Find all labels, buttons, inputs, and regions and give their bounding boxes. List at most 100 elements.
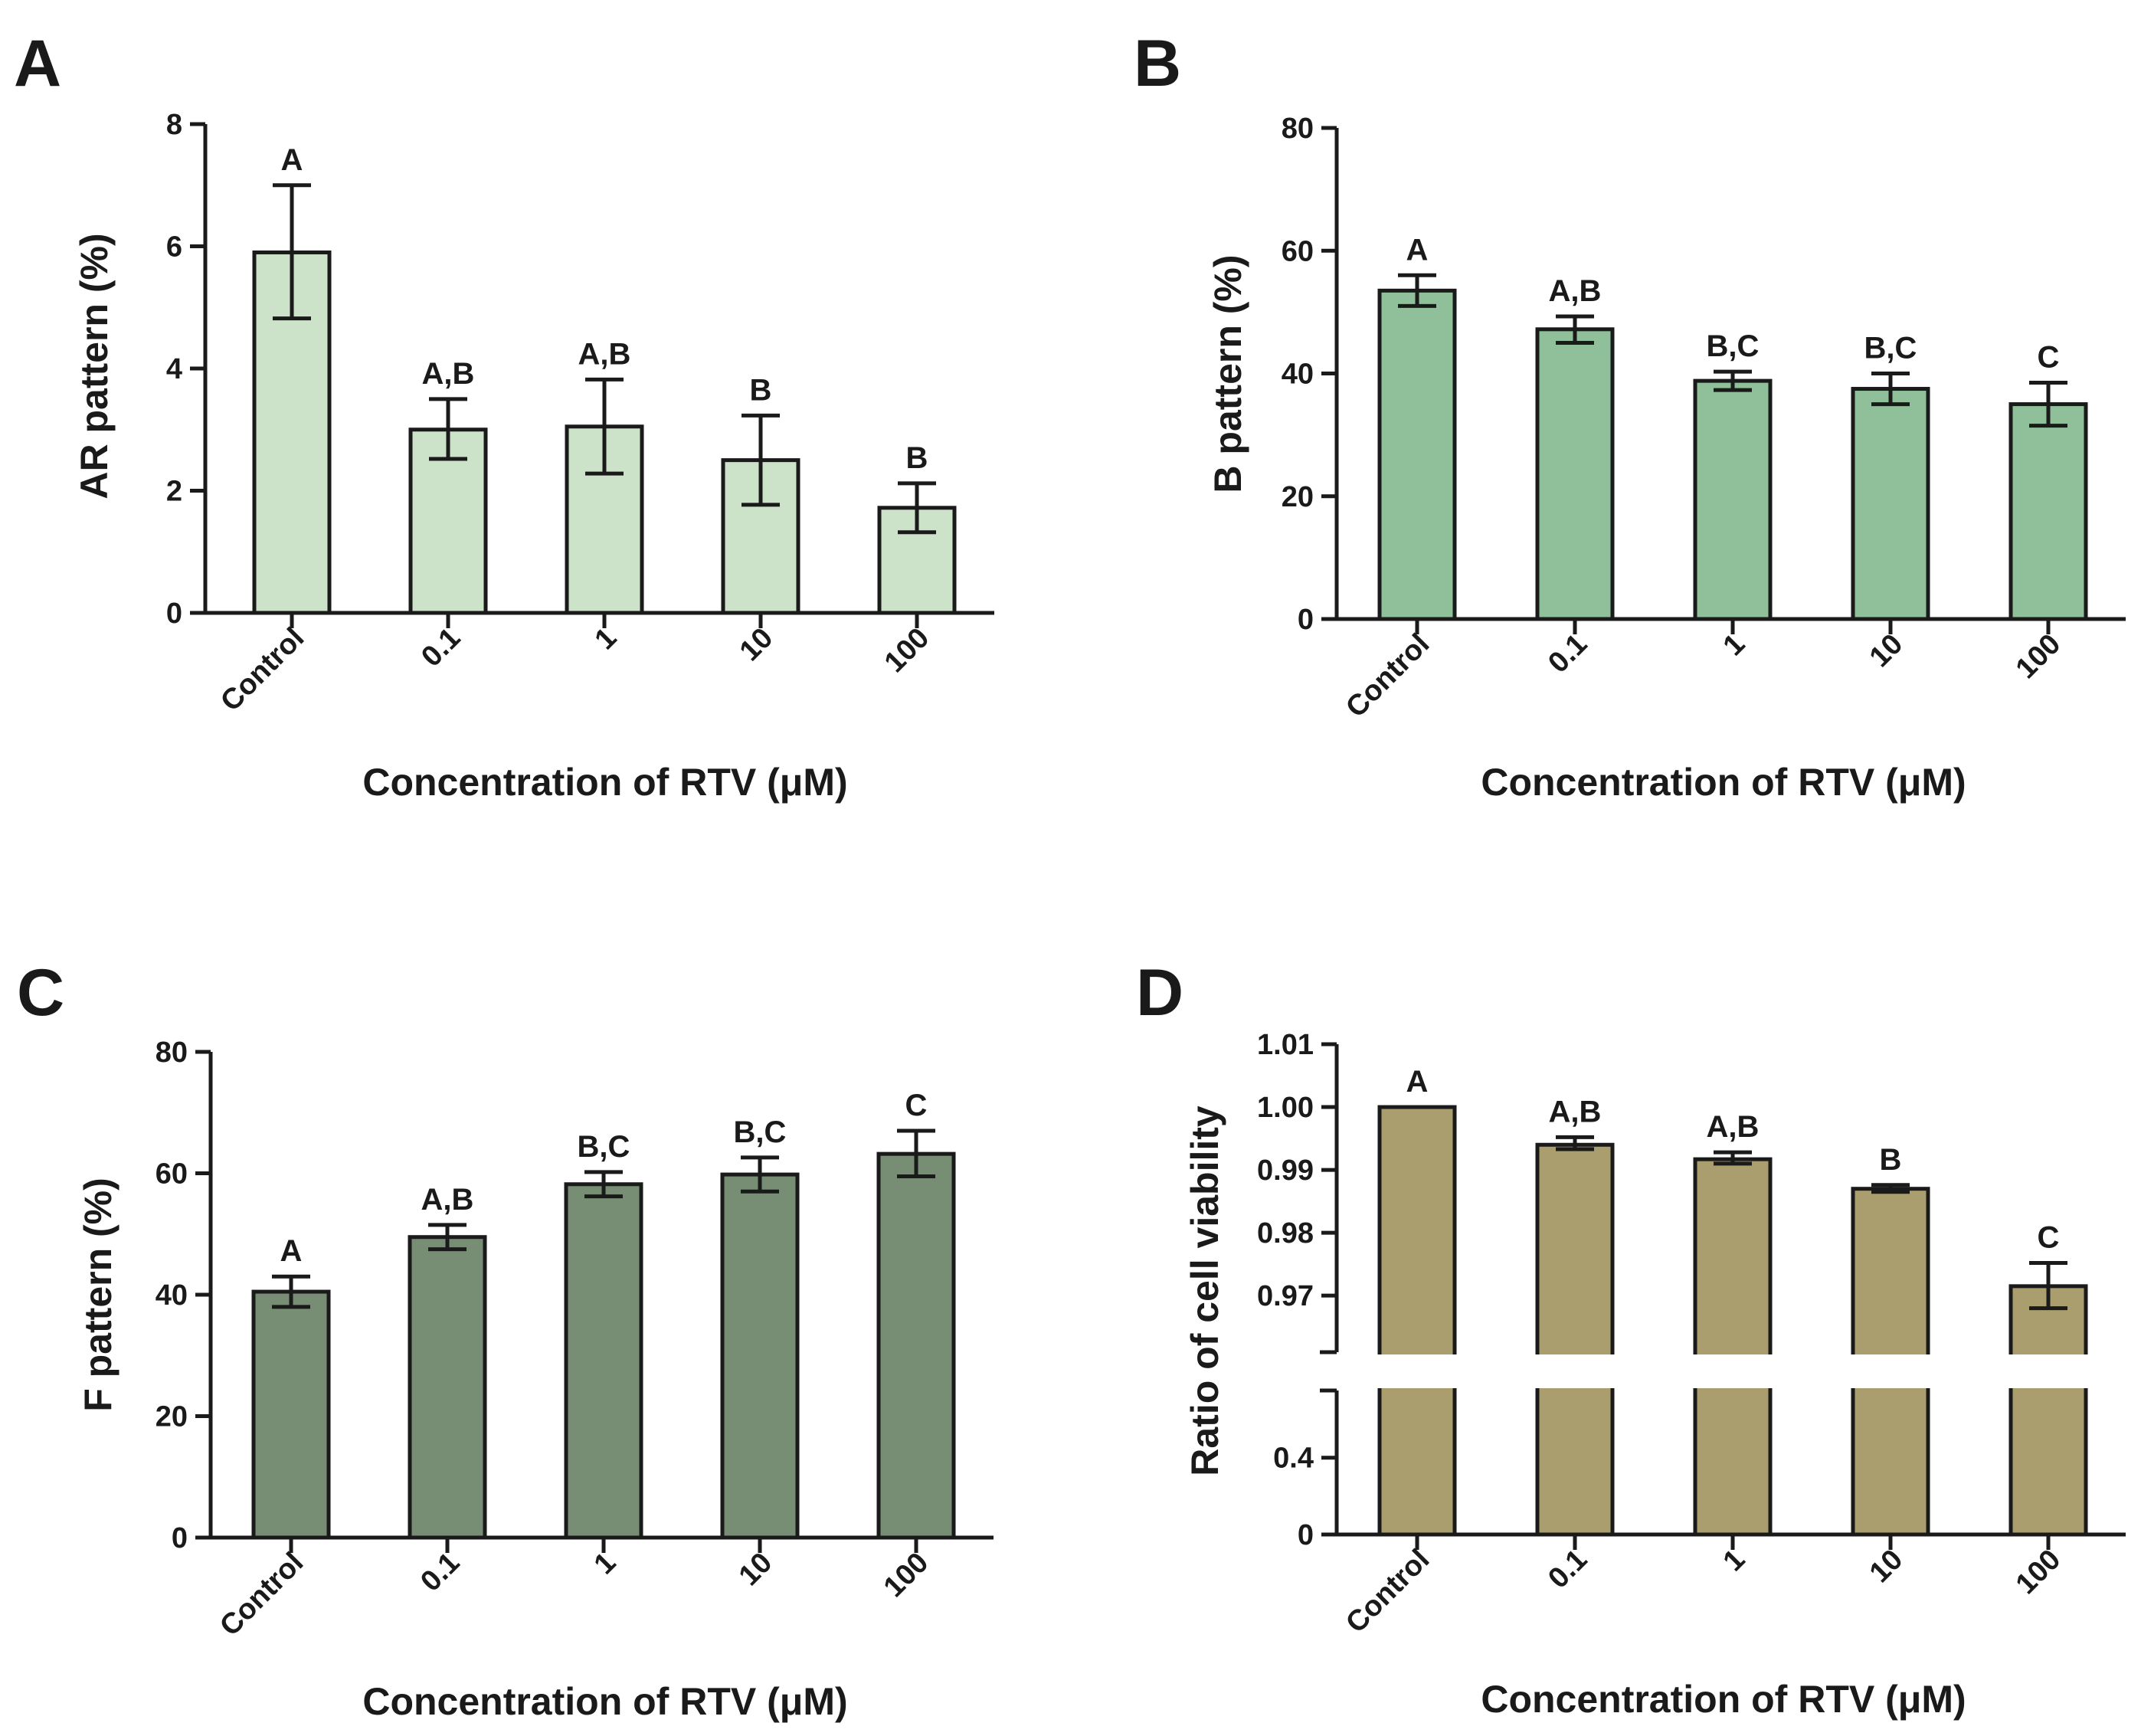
panel-c-significance-1: A,B — [421, 1183, 474, 1217]
panel-c-bar-4 — [876, 1151, 956, 1540]
panel-d-y-tick-label-upper-2: 0.99 — [1257, 1155, 1314, 1187]
panel-a-error-bar-1 — [429, 397, 467, 461]
panel-a-bar-3 — [721, 458, 800, 615]
panel-d-x-tick-label-0: Control — [1340, 1544, 1436, 1639]
panel-d-letter: D — [1136, 956, 1183, 1030]
panel-b-significance-1: A,B — [1549, 274, 1602, 308]
panel-c-error-bar-0 — [272, 1274, 310, 1309]
panel-c-x-tick-label-4: 100 — [878, 1547, 935, 1604]
panel-c-significance-2: B,C — [578, 1130, 630, 1164]
panel-b-error-bar-2 — [1714, 369, 1752, 392]
panel-d-y-tick-label-upper-1: 0.98 — [1257, 1217, 1314, 1250]
panel-c-significance-3: B,C — [734, 1115, 787, 1149]
panel-d-significance-3: B — [1880, 1143, 1902, 1177]
panel-c-x-tick-label-1: 0.1 — [414, 1547, 466, 1598]
panel-a-x-axis-title: Concentration of RTV (μM) — [362, 761, 847, 804]
panel-a-error-bar-0 — [273, 183, 311, 321]
panel-a-y-tick-label-4: 8 — [166, 109, 182, 141]
panel-c-letter: C — [17, 956, 64, 1030]
panel-d-bar-2 — [1693, 1157, 1773, 1537]
panel-d-x-axis-title: Concentration of RTV (μM) — [1481, 1678, 1966, 1721]
panel-b-bar-2 — [1693, 378, 1773, 621]
panel-b-bar-3 — [1851, 387, 1930, 621]
panel-a-y-axis-title: AR pattern (%) — [73, 233, 116, 499]
panel-a-error-bar-4 — [898, 481, 936, 535]
panel-c-bar-0 — [251, 1289, 331, 1540]
panel-c-bar-2 — [564, 1182, 643, 1540]
panel-a-significance-3: B — [750, 373, 772, 407]
panel-b-x-tick-label-1: 0.1 — [1542, 628, 1593, 680]
panel-d-significance-4: C — [2038, 1221, 2060, 1255]
panel-a-significance-4: B — [906, 441, 928, 475]
panel-b-bar-4 — [2008, 402, 2088, 621]
panel-c-x-axis-title: Concentration of RTV (μM) — [362, 1680, 847, 1723]
panel-b-error-bar-1 — [1556, 314, 1594, 345]
panel-d-x-tick-label-4: 100 — [2010, 1544, 2067, 1601]
panel-b-significance-0: A — [1406, 233, 1429, 267]
panel-a-significance-2: A,B — [578, 337, 631, 371]
panel-d-y-axis-title: Ratio of cell viability — [1183, 1105, 1226, 1476]
panel-b-y-tick-label-0: 0 — [1298, 604, 1314, 636]
panel-a-y-tick-label-3: 6 — [166, 231, 182, 264]
panel-c-error-bar-1 — [428, 1223, 467, 1252]
panel-d-significance-0: A — [1406, 1065, 1429, 1099]
panel-d-error-bar-4 — [2029, 1261, 2067, 1311]
panel-d-y-tick-label-lower-1: 0.4 — [1273, 1443, 1314, 1475]
panel-a-y-tick-label-1: 2 — [166, 476, 182, 508]
panel-d-axis-break-gap — [1314, 1354, 2133, 1388]
panel-a-significance-1: A,B — [422, 357, 475, 391]
panel-d-x-tick-label-3: 10 — [1864, 1544, 1910, 1590]
panel-d-bar-0 — [1377, 1105, 1457, 1537]
panel-c-y-tick-label-0: 0 — [172, 1522, 188, 1554]
panel-b-error-bar-3 — [1871, 372, 1910, 407]
panel-b-significance-4: C — [2038, 341, 2060, 375]
panel-b-significance-2: B,C — [1707, 329, 1760, 363]
panel-b-y-axis-title: B pattern (%) — [1206, 254, 1249, 493]
panel-b-bar-0 — [1377, 288, 1457, 621]
panel-c-x-tick-label-0: Control — [214, 1547, 309, 1643]
panel-a-x-tick-label-1: 0.1 — [415, 622, 467, 673]
panel-b-x-axis-title: Concentration of RTV (μM) — [1481, 761, 1966, 804]
panel-d-y-tick-label-lower-0: 0 — [1298, 1519, 1314, 1551]
panel-b-error-bar-0 — [1398, 273, 1436, 308]
panel-b-x-tick-label-3: 10 — [1864, 628, 1910, 674]
panel-d-error-bar-1 — [1556, 1135, 1594, 1151]
panel-d: D A A,B A,B B C 0 0.4 0.97 0.98 0.99 1.00 1.01 Contro… — [1136, 956, 2133, 1721]
panel-c-y-tick-label-2: 40 — [156, 1279, 188, 1312]
panel-a-x-tick-label-4: 100 — [879, 622, 936, 680]
panel-b-x-tick-label-0: Control — [1340, 628, 1436, 724]
panel-c-bar-1 — [408, 1235, 487, 1540]
panel-d-y-tick-label-upper-0: 0.97 — [1257, 1280, 1314, 1312]
panel-c-y-tick-label-3: 60 — [156, 1158, 188, 1191]
panel-c-y-tick-label-1: 20 — [156, 1401, 188, 1433]
panel-d-y-tick-label-upper-3: 1.00 — [1257, 1092, 1314, 1124]
panel-c-bar-3 — [720, 1172, 800, 1540]
panel-b-y-tick-label-4: 80 — [1282, 113, 1314, 145]
panel-d-bar-4 — [2008, 1284, 2088, 1537]
panel-b-x-tick-label-4: 100 — [2010, 628, 2067, 686]
panel-d-error-bar-3 — [1871, 1183, 1910, 1194]
panel-c-error-bar-2 — [584, 1170, 623, 1199]
panel-a-y-tick-label-2: 4 — [166, 353, 182, 385]
panel-c-y-tick-label-4: 80 — [156, 1037, 188, 1069]
panel-b-error-bar-4 — [2029, 381, 2067, 428]
panel-c-error-bar-4 — [897, 1128, 935, 1178]
panel-d-error-bar-2 — [1714, 1150, 1752, 1166]
panel-a-y-tick-label-0: 0 — [166, 598, 182, 630]
panel-a-error-bar-3 — [741, 413, 780, 507]
panel-d-y-tick-label-upper-4: 1.01 — [1257, 1029, 1314, 1061]
panel-d-significance-2: A,B — [1707, 1110, 1760, 1144]
panel-d-significance-1: A,B — [1549, 1095, 1602, 1128]
panel-b-significance-3: B,C — [1864, 332, 1917, 365]
panel-b-letter: B — [1134, 27, 1181, 100]
panel-c-significance-0: A — [280, 1234, 303, 1268]
panel-a-letter: A — [14, 27, 61, 100]
panel-b-y-tick-label-1: 20 — [1282, 481, 1314, 513]
panel-a-significance-0: A — [281, 143, 303, 177]
panel-c-significance-4: C — [905, 1089, 928, 1122]
panel-d-bar-1 — [1535, 1142, 1615, 1537]
